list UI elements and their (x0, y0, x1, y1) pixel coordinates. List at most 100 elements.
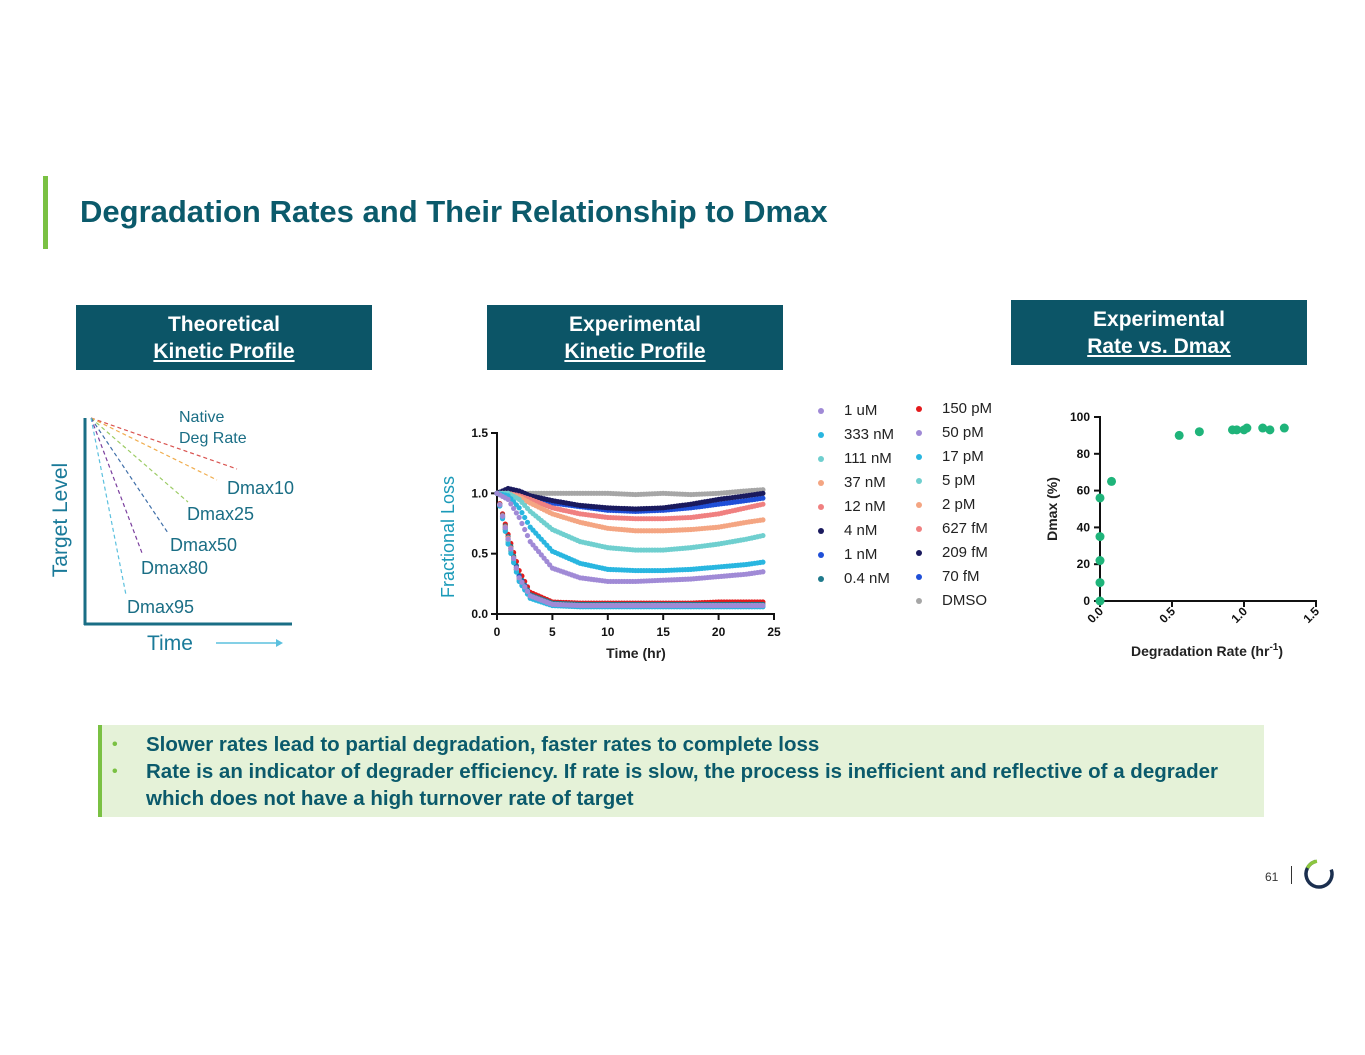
legend-marker-icon (818, 455, 824, 462)
legend-label: 1 uM (844, 402, 878, 419)
x-tick-label: 0.5 (1156, 604, 1178, 626)
data-point (508, 501, 514, 507)
header-line1: Experimental (569, 313, 701, 336)
series-5-pM (494, 490, 766, 553)
legend-marker-icon (818, 527, 824, 534)
data-point (524, 519, 531, 525)
data-point (519, 520, 525, 527)
x-tick-label: 1.5 (1300, 604, 1322, 626)
series-DMSO (494, 487, 766, 498)
series-line (90, 417, 127, 596)
annotation-line: Native (179, 409, 224, 426)
legend-item: 1 nM (818, 546, 877, 563)
key-points-box: • Slower rates lead to partial degradatio… (98, 725, 1264, 817)
data-point (513, 565, 519, 571)
data-point (511, 555, 517, 562)
legend-label: 4 nM (844, 522, 878, 539)
y-tick-label: 100 (1070, 410, 1090, 424)
legend-marker-icon (916, 405, 922, 412)
x-tick-label: 10 (601, 625, 615, 639)
legend-label: 150 pM (942, 400, 993, 417)
y-tick-label: 0.5 (471, 547, 488, 561)
data-point (1174, 430, 1184, 440)
data-point (516, 575, 522, 581)
header-line1: Experimental (1093, 308, 1225, 331)
legend-label: 12 nM (844, 498, 886, 515)
series-label: Dmax25 (187, 504, 254, 524)
header-theoretical: Theoretical Kinetic Profile (76, 305, 372, 370)
x-tick-label: 1.0 (1228, 604, 1250, 626)
legend-marker-icon (818, 575, 824, 582)
header-experimental-kinetic: Experimental Kinetic Profile (487, 305, 783, 370)
data-point (516, 505, 522, 511)
series-label: Dmax95 (127, 597, 194, 617)
legend-label: 627 fM (942, 520, 988, 537)
arrow-head-icon (276, 639, 283, 647)
series-label: Dmax80 (141, 558, 208, 578)
data-point (502, 528, 508, 534)
x-tick-label: 0 (494, 625, 501, 639)
data-point (502, 525, 508, 531)
legend-marker-icon (916, 525, 922, 532)
data-point (760, 490, 766, 496)
y-tick-label: 1.5 (471, 426, 488, 440)
legend-item: 2 pM (916, 496, 975, 513)
data-point (1242, 423, 1252, 433)
bullet-item: • Rate is an indicator of degrader effici… (112, 758, 1264, 812)
data-point (522, 584, 528, 590)
kinetic-legend: 1 uM 333 nM 111 nM 37 nM 12 nM 4 nM 1 nM 0.4 nM… (810, 400, 1020, 620)
x-axis-label: Time (147, 632, 193, 655)
legend-item: DMSO (916, 592, 987, 609)
legend-item: 1 uM (818, 402, 877, 419)
data-point (513, 510, 519, 516)
y-tick-label: 1.0 (471, 486, 488, 500)
series-line (90, 417, 143, 554)
series-17-pM (494, 490, 766, 574)
data-point (760, 487, 766, 493)
data-point (1232, 425, 1242, 435)
data-point (1258, 423, 1268, 433)
data-point (1095, 578, 1105, 588)
legend-item: 17 pM (916, 448, 984, 465)
legend-item: 37 nM (818, 474, 886, 491)
data-point (508, 550, 514, 556)
legend-item: 150 pM (916, 400, 992, 417)
data-point (760, 495, 766, 501)
header-line1: Theoretical (167, 313, 281, 336)
page-number: 61 (1265, 870, 1279, 884)
data-point (760, 559, 766, 565)
legend-label: 17 pM (942, 448, 984, 465)
legend-item: 209 fM (916, 544, 988, 561)
y-axis-label: Target Level (49, 463, 72, 577)
data-point (760, 602, 766, 609)
data-point (1095, 532, 1105, 542)
legend-item: 0.4 nM (818, 570, 890, 587)
data-point (760, 517, 766, 523)
data-point (494, 490, 500, 496)
data-point (499, 513, 506, 519)
data-point (519, 510, 525, 516)
bullet-text: Rate is an indicator of degrader efficie… (146, 760, 1219, 810)
series-line (90, 417, 238, 470)
data-point (513, 569, 519, 575)
y-tick-label: 0 (1083, 594, 1090, 608)
legend-item: 5 pM (916, 472, 975, 489)
header-rate-vs-dmax: Experimental Rate vs. Dmax (1011, 300, 1307, 365)
data-point (522, 526, 528, 533)
legend-marker-icon (818, 551, 824, 558)
header-line2: Kinetic Profile (153, 340, 295, 363)
series-label: Dmax10 (227, 478, 294, 498)
data-point (1279, 423, 1289, 433)
legend-item: 333 nM (818, 426, 894, 443)
series-line (90, 417, 218, 481)
data-point (508, 546, 514, 552)
data-point (511, 560, 517, 566)
x-tick-label: 15 (657, 625, 671, 639)
legend-label: 50 pM (942, 424, 984, 441)
y-tick-label: 40 (1077, 520, 1091, 534)
y-tick-label: 60 (1077, 484, 1091, 498)
theoretical-chart: Target Level Time Native Deg Rate Dmax10… (49, 409, 294, 655)
